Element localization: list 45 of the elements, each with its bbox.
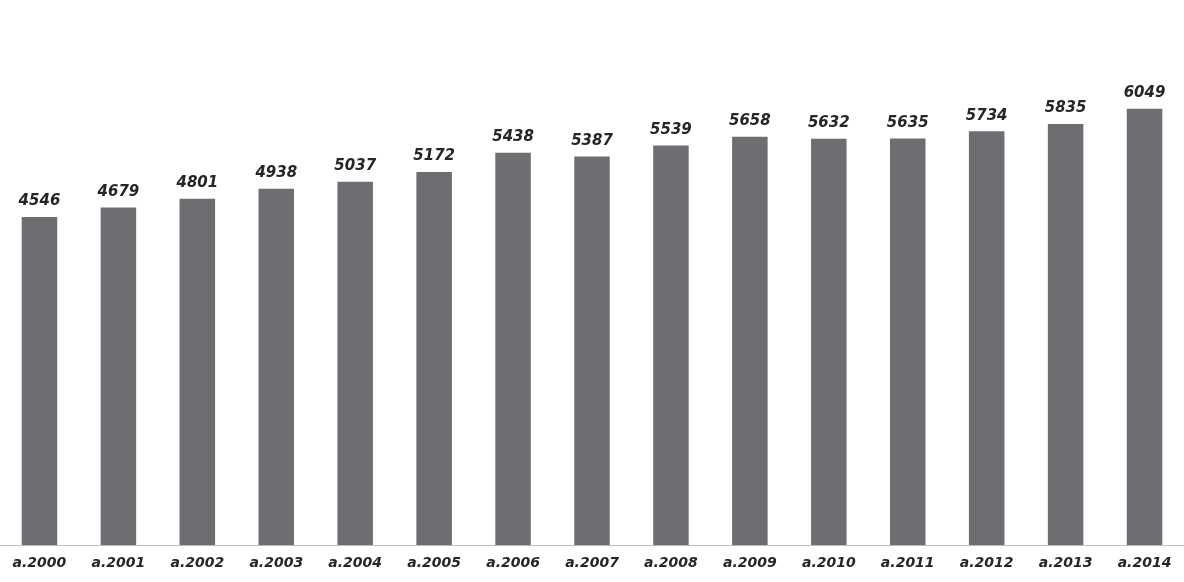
x-tick-label: a.2013 [1038,554,1093,571]
x-tick-label: a.2001 [91,554,146,571]
data-label: 4679 [96,181,140,200]
bar [653,145,689,546]
x-tick-label: a.2010 [801,554,856,571]
x-tick-label: a.2011 [880,554,935,571]
bar [179,198,216,546]
x-tick-label: a.2007 [565,554,620,571]
bar [1047,124,1084,546]
data-label: 4546 [17,191,61,210]
x-tick-label: a.2003 [249,554,304,571]
data-label: 5632 [807,113,850,132]
data-label: 5172 [413,146,456,165]
data-label: 5438 [492,127,534,146]
bar [889,138,926,546]
data-label: 5387 [571,130,614,149]
x-tick-label: a.2012 [959,554,1014,571]
data-label: 5734 [965,105,1008,124]
x-tick-label: a.2006 [486,554,541,571]
bar [21,217,58,546]
x-tick-label: a.2009 [723,554,777,571]
x-tick-label: a.2005 [407,554,462,571]
bar [337,181,373,546]
bar [416,171,452,546]
bar [1126,108,1163,546]
bar [100,207,137,546]
data-label: 5658 [728,111,771,130]
x-tick-label: a.2002 [170,554,225,571]
data-label: 5635 [886,112,929,131]
data-label: 4938 [254,163,298,182]
data-label: 5539 [650,119,692,138]
x-tick-label: a.2008 [644,554,699,571]
bar [574,156,610,546]
data-label: 5037 [334,156,377,175]
x-tick-label: a.2000 [12,554,67,571]
x-tick-label: a.2014 [1117,554,1172,571]
bar [732,136,768,546]
bar [811,138,847,546]
bar [495,152,531,546]
data-label: 6049 [1123,83,1166,102]
data-label: 5835 [1044,98,1087,117]
bar [258,188,295,546]
x-tick-label: a.2004 [328,554,383,571]
data-label: 4801 [175,173,219,192]
bar [968,131,1005,546]
